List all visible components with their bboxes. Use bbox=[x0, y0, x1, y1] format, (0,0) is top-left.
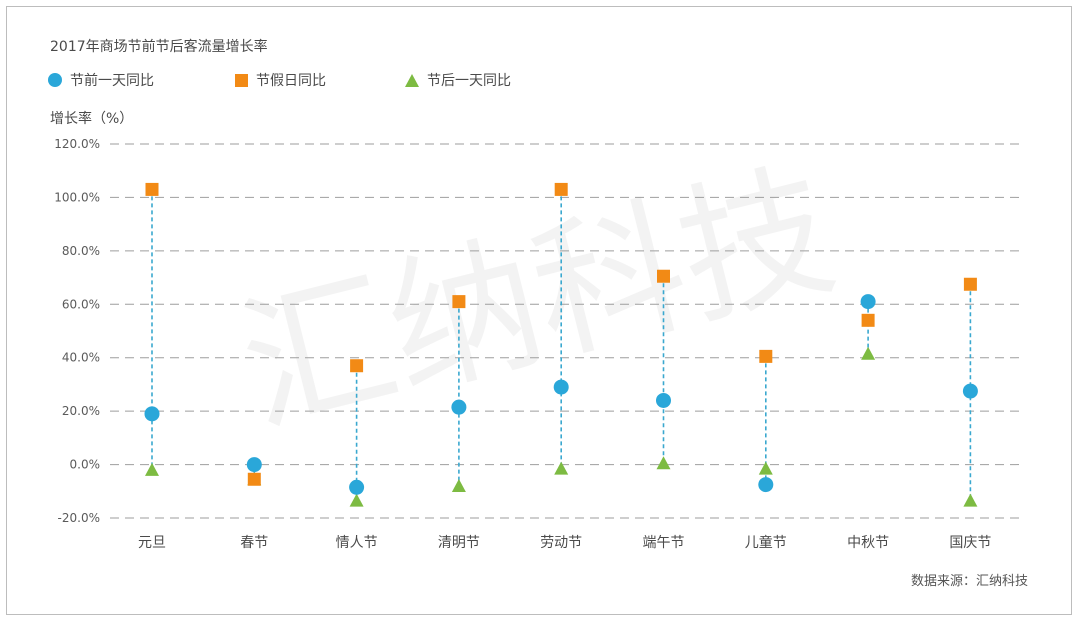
point-holiday bbox=[350, 359, 364, 373]
point-after bbox=[554, 461, 569, 475]
point-holiday bbox=[861, 313, 875, 327]
point-after bbox=[656, 456, 671, 470]
legend-label: 节前一天同比 bbox=[70, 73, 154, 89]
y-tick-label: 0.0% bbox=[70, 458, 101, 472]
x-category-label: 中秋节 bbox=[847, 535, 889, 551]
chart-frame bbox=[6, 6, 1072, 615]
point-after bbox=[758, 461, 773, 475]
point-after bbox=[451, 478, 466, 492]
legend-label: 节后一天同比 bbox=[427, 73, 511, 89]
x-category-label: 端午节 bbox=[643, 535, 685, 551]
legend-item-before: 节前一天同比 bbox=[48, 70, 154, 90]
y-tick-label: 40.0% bbox=[62, 351, 100, 365]
point-before bbox=[553, 379, 569, 395]
point-before bbox=[144, 406, 160, 422]
x-category-label: 元旦 bbox=[138, 535, 166, 551]
y-tick-label: 60.0% bbox=[62, 297, 100, 311]
y-tick-label: 20.0% bbox=[62, 404, 100, 418]
y-tick-label: 80.0% bbox=[62, 244, 100, 258]
x-category-label: 情人节 bbox=[336, 535, 378, 551]
legend-item-after: 节后一天同比 bbox=[405, 70, 511, 90]
data-source: 数据来源：汇纳科技 bbox=[910, 574, 1028, 589]
y-tick-label: 120.0% bbox=[54, 137, 100, 151]
y-axis-ticks: -20.0% 0.0% 20.0% 40.0% 60.0% 80.0% 100.0% 120.… bbox=[54, 137, 100, 525]
point-before bbox=[451, 399, 467, 415]
x-category-label: 劳动节 bbox=[540, 535, 582, 551]
point-before bbox=[860, 294, 876, 310]
point-holiday bbox=[247, 472, 261, 486]
point-before bbox=[349, 479, 365, 495]
legend-item-holiday: 节假日同比 bbox=[235, 70, 326, 90]
point-holiday bbox=[963, 277, 977, 291]
x-category-label: 儿童节 bbox=[745, 534, 787, 551]
point-before bbox=[246, 457, 262, 473]
y-tick-label: 100.0% bbox=[54, 190, 100, 204]
legend: 节前一天同比 节假日同比 节后一天同比 bbox=[0, 70, 1080, 94]
point-holiday bbox=[452, 295, 466, 309]
point-before bbox=[962, 383, 978, 399]
y-tick-label: -20.0% bbox=[58, 511, 100, 525]
triangle-icon bbox=[405, 73, 419, 87]
x-category-label: 清明节 bbox=[438, 535, 480, 551]
y-axis-label: 增长率（%） bbox=[50, 111, 134, 127]
point-before bbox=[758, 477, 774, 493]
square-icon bbox=[235, 73, 248, 87]
point-before bbox=[656, 392, 671, 408]
point-holiday bbox=[145, 182, 159, 196]
point-after bbox=[145, 462, 159, 476]
point-holiday bbox=[657, 269, 670, 283]
x-category-label: 春节 bbox=[240, 535, 268, 551]
point-after bbox=[349, 493, 364, 507]
legend-label: 节假日同比 bbox=[256, 73, 326, 89]
data-points bbox=[144, 182, 978, 507]
circle-icon bbox=[48, 73, 62, 87]
point-holiday bbox=[759, 349, 773, 363]
watermark: 汇纳科技 bbox=[225, 143, 849, 457]
x-axis-categories: 元旦 春节 情人节 清明节 劳动节 端午节 儿童节 中秋节 国庆节 bbox=[138, 534, 991, 551]
chart-title: 2017年商场节前节后客流量增长率 bbox=[50, 39, 268, 55]
point-holiday bbox=[554, 182, 568, 196]
point-after bbox=[963, 493, 978, 507]
point-after bbox=[861, 346, 876, 360]
x-category-label: 国庆节 bbox=[949, 535, 991, 551]
